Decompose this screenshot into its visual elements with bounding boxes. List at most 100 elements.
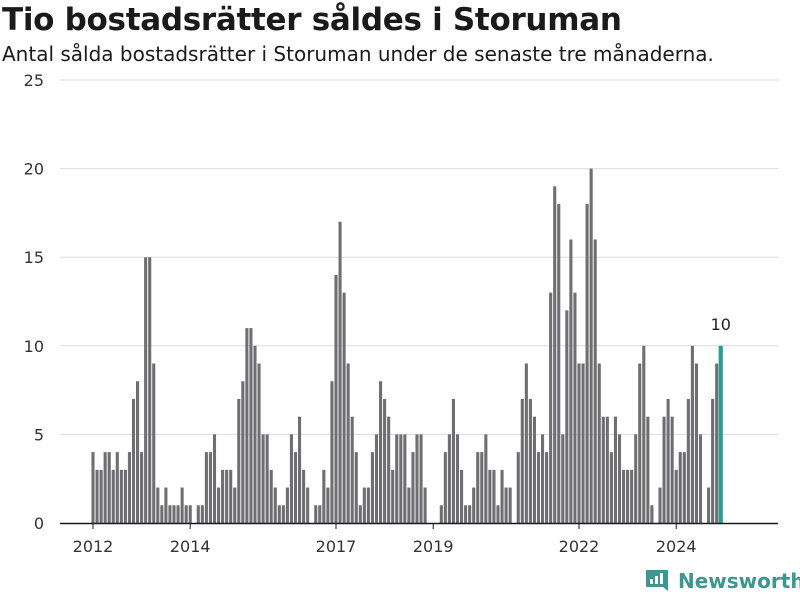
bar: [200, 505, 204, 523]
bar: [666, 398, 670, 523]
newsworthy-logo: Newsworthy: [644, 568, 800, 594]
bar: [257, 363, 261, 523]
bar: [569, 239, 573, 524]
bar: [642, 345, 646, 523]
bar: [622, 469, 626, 523]
bar: [168, 505, 172, 523]
bar: [176, 505, 180, 523]
bar: [225, 469, 229, 523]
x-tick-label: 2012: [73, 537, 114, 556]
bar: [99, 469, 103, 523]
bar: [350, 416, 354, 523]
bar: [204, 452, 208, 523]
bar: [212, 434, 217, 523]
bar: [439, 505, 443, 523]
bar: [496, 505, 500, 523]
bar: [678, 452, 682, 523]
y-tick-label: 5: [34, 425, 44, 444]
bar: [476, 452, 480, 523]
bar: [127, 452, 131, 523]
bar: [634, 434, 638, 523]
bar: [589, 168, 593, 523]
bar: [131, 398, 136, 523]
bar: [541, 434, 545, 523]
bar: [338, 221, 342, 523]
bar: [403, 434, 407, 523]
bar: [342, 292, 346, 523]
bar: [277, 505, 281, 523]
bar: [617, 434, 622, 523]
bar: [354, 452, 358, 523]
bar: [650, 505, 654, 523]
bar: [581, 363, 585, 523]
bar: [585, 204, 589, 524]
bar: [269, 469, 273, 523]
bar: [492, 469, 496, 523]
x-tick-label: 2022: [559, 537, 600, 556]
bar: [285, 487, 289, 523]
bar: [164, 487, 168, 523]
bar: [670, 416, 674, 523]
bar: [565, 310, 569, 523]
bar: [516, 452, 520, 523]
bar: [346, 363, 350, 523]
bar: [707, 487, 711, 523]
bar: [609, 452, 613, 523]
bar: [302, 469, 306, 523]
bar: [601, 416, 605, 523]
bar: [646, 416, 650, 523]
bar: [528, 398, 532, 523]
bar: [658, 487, 662, 523]
bar: [488, 469, 492, 523]
bar: [500, 469, 504, 523]
bar: [326, 487, 330, 523]
bar: [662, 416, 666, 523]
bar: [391, 469, 395, 523]
bar: [358, 505, 362, 523]
bar: [119, 469, 123, 523]
bar: [573, 292, 577, 523]
bar: [447, 434, 451, 523]
bar: [188, 505, 192, 523]
bar: [265, 434, 269, 523]
y-tick-label: 20: [24, 160, 44, 179]
y-tick-label: 15: [24, 248, 44, 267]
bar: [245, 328, 249, 523]
chart-title: Tio bostadsrätter såldes i Storuman: [2, 2, 622, 38]
bar: [298, 416, 302, 523]
bar: [395, 434, 399, 523]
bar: [387, 416, 391, 523]
bar: [423, 487, 427, 523]
bar: [545, 452, 549, 523]
bar: [451, 398, 455, 523]
bar: [593, 239, 597, 524]
bar: [152, 363, 156, 523]
bar: [577, 363, 581, 523]
chart-subtitle: Antal sålda bostadsrätter i Storuman und…: [2, 42, 714, 66]
newsworthy-logo-icon: [646, 570, 668, 591]
bar: [107, 452, 111, 523]
bar: [464, 505, 468, 523]
bar: [682, 452, 686, 523]
bar: [148, 257, 152, 523]
bar: [407, 487, 411, 523]
bar: [480, 452, 484, 523]
bar: [674, 469, 678, 523]
bar: [561, 434, 565, 523]
y-tick-label: 25: [24, 71, 44, 90]
bar: [241, 381, 245, 523]
bar: [520, 398, 524, 523]
bar: [715, 363, 719, 523]
bar: [180, 487, 184, 523]
bar: [415, 434, 419, 523]
bar: [314, 505, 318, 523]
bar: [293, 452, 298, 523]
bar: [613, 416, 617, 523]
bar: [318, 505, 322, 523]
bar: [362, 487, 366, 523]
bar: [399, 434, 403, 523]
bar: [91, 452, 95, 523]
bar: [536, 452, 541, 523]
bar: [160, 505, 164, 523]
bar: [419, 434, 423, 523]
